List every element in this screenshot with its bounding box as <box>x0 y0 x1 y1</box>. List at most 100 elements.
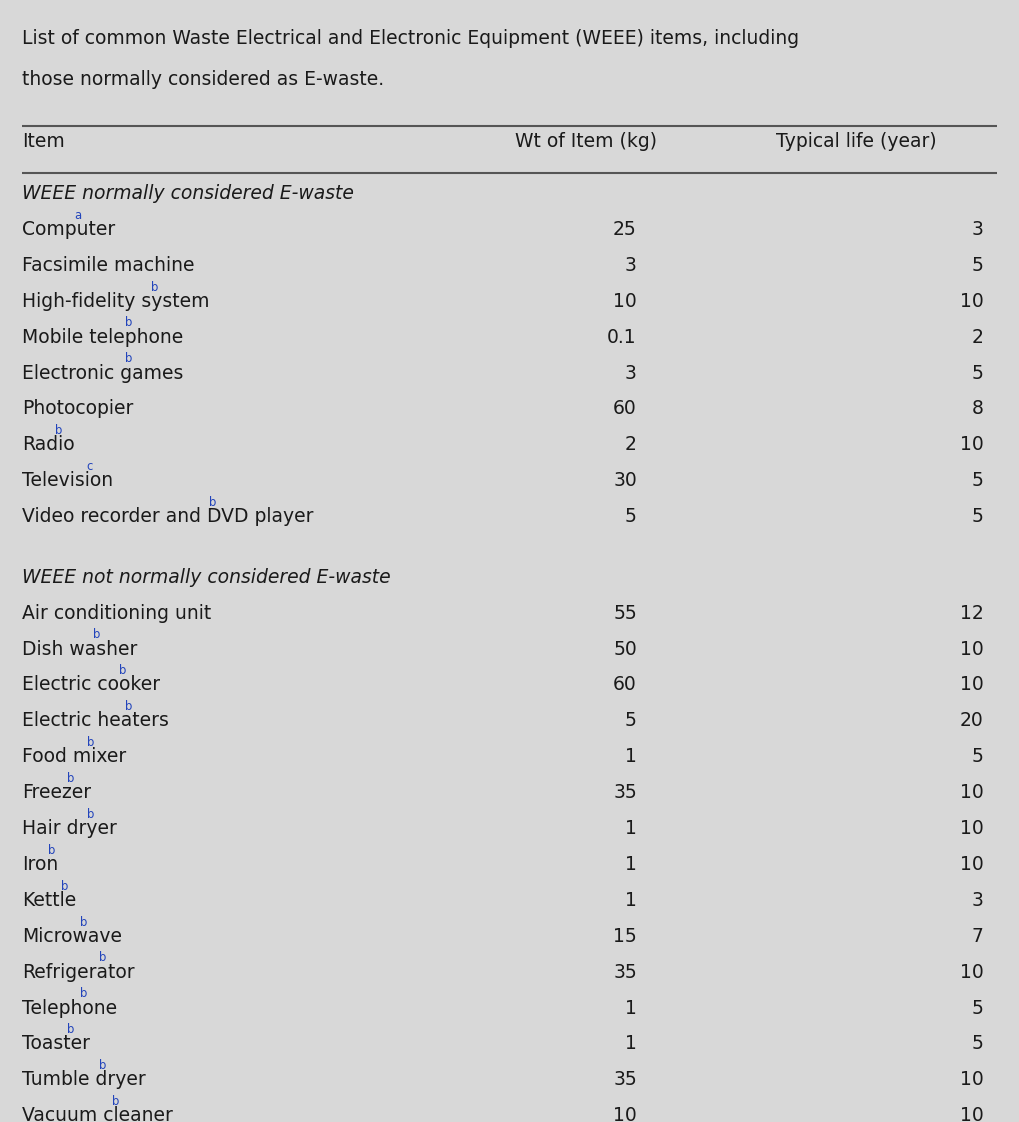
Text: Toaster: Toaster <box>22 1034 91 1054</box>
Text: 10: 10 <box>960 1070 983 1089</box>
Text: List of common Waste Electrical and Electronic Equipment (WEEE) items, including: List of common Waste Electrical and Elec… <box>22 29 800 48</box>
Text: 5: 5 <box>971 256 983 275</box>
Text: 1: 1 <box>625 819 637 838</box>
Text: b: b <box>55 424 62 438</box>
Text: 10: 10 <box>960 435 983 454</box>
Text: 7: 7 <box>971 927 983 946</box>
Text: 50: 50 <box>613 640 637 659</box>
Text: Radio: Radio <box>22 435 75 454</box>
Text: b: b <box>67 772 74 785</box>
Text: 3: 3 <box>625 364 637 383</box>
Text: b: b <box>93 628 101 642</box>
Text: Electronic games: Electronic games <box>22 364 183 383</box>
Text: Video recorder and DVD player: Video recorder and DVD player <box>22 507 314 526</box>
Text: 3: 3 <box>971 220 983 239</box>
Text: 0.1: 0.1 <box>607 328 637 347</box>
Text: 3: 3 <box>625 256 637 275</box>
Text: b: b <box>125 700 132 714</box>
Text: Electric heaters: Electric heaters <box>22 711 169 730</box>
Text: 10: 10 <box>960 640 983 659</box>
Text: 5: 5 <box>971 471 983 490</box>
Text: Telephone: Telephone <box>22 999 117 1018</box>
Text: 3: 3 <box>971 891 983 910</box>
Text: Freezer: Freezer <box>22 783 92 802</box>
Text: Facsimile machine: Facsimile machine <box>22 256 195 275</box>
Text: 60: 60 <box>613 675 637 695</box>
Text: 5: 5 <box>971 507 983 526</box>
Text: b: b <box>87 808 94 821</box>
Text: b: b <box>125 352 132 366</box>
Text: 10: 10 <box>960 855 983 874</box>
Text: 5: 5 <box>625 507 637 526</box>
Text: Computer: Computer <box>22 220 116 239</box>
Text: 2: 2 <box>625 435 637 454</box>
Text: 10: 10 <box>960 292 983 311</box>
Text: b: b <box>81 916 88 929</box>
Text: WEEE normally considered E-waste: WEEE normally considered E-waste <box>22 184 355 203</box>
Text: 10: 10 <box>960 675 983 695</box>
Text: Hair dryer: Hair dryer <box>22 819 117 838</box>
Text: 10: 10 <box>960 783 983 802</box>
Text: Vacuum cleaner: Vacuum cleaner <box>22 1106 173 1122</box>
Text: Kettle: Kettle <box>22 891 76 910</box>
Text: Photocopier: Photocopier <box>22 399 133 419</box>
Text: 10: 10 <box>960 819 983 838</box>
Text: 30: 30 <box>613 471 637 490</box>
Text: b: b <box>151 280 158 294</box>
Text: b: b <box>118 664 126 678</box>
Text: Television: Television <box>22 471 113 490</box>
Text: Iron: Iron <box>22 855 59 874</box>
Text: 12: 12 <box>960 604 983 623</box>
Text: 5: 5 <box>971 1034 983 1054</box>
Text: 55: 55 <box>613 604 637 623</box>
Text: b: b <box>100 951 107 965</box>
Text: Mobile telephone: Mobile telephone <box>22 328 183 347</box>
Text: 15: 15 <box>613 927 637 946</box>
Text: 1: 1 <box>625 891 637 910</box>
Text: 5: 5 <box>971 364 983 383</box>
Text: b: b <box>67 1023 74 1037</box>
Text: Air conditioning unit: Air conditioning unit <box>22 604 212 623</box>
Text: WEEE not normally considered E-waste: WEEE not normally considered E-waste <box>22 568 391 587</box>
Text: 10: 10 <box>960 1106 983 1122</box>
Text: 5: 5 <box>625 711 637 730</box>
Text: 10: 10 <box>613 1106 637 1122</box>
Text: 5: 5 <box>971 999 983 1018</box>
Text: Refrigerator: Refrigerator <box>22 963 136 982</box>
Text: 1: 1 <box>625 855 637 874</box>
Text: 35: 35 <box>613 963 637 982</box>
Text: c: c <box>87 460 93 473</box>
Text: b: b <box>209 496 216 509</box>
Text: b: b <box>48 844 55 857</box>
Text: 1: 1 <box>625 999 637 1018</box>
Text: 10: 10 <box>613 292 637 311</box>
Text: 1: 1 <box>625 747 637 766</box>
Text: b: b <box>61 880 68 893</box>
Text: Microwave: Microwave <box>22 927 122 946</box>
Text: those normally considered as E-waste.: those normally considered as E-waste. <box>22 70 384 89</box>
Text: Item: Item <box>22 132 65 151</box>
Text: b: b <box>87 736 94 749</box>
Text: b: b <box>125 316 132 330</box>
Text: 10: 10 <box>960 963 983 982</box>
Text: Food mixer: Food mixer <box>22 747 126 766</box>
Text: 1: 1 <box>625 1034 637 1054</box>
Text: 35: 35 <box>613 783 637 802</box>
Text: Electric cooker: Electric cooker <box>22 675 161 695</box>
Text: Dish washer: Dish washer <box>22 640 138 659</box>
Text: Tumble dryer: Tumble dryer <box>22 1070 146 1089</box>
Text: 60: 60 <box>613 399 637 419</box>
Text: 8: 8 <box>971 399 983 419</box>
Text: Wt of Item (kg): Wt of Item (kg) <box>515 132 656 151</box>
Text: 2: 2 <box>971 328 983 347</box>
Text: High-fidelity system: High-fidelity system <box>22 292 210 311</box>
Text: 35: 35 <box>613 1070 637 1089</box>
Text: b: b <box>100 1059 107 1073</box>
Text: 5: 5 <box>971 747 983 766</box>
Text: 25: 25 <box>613 220 637 239</box>
Text: b: b <box>81 987 88 1001</box>
Text: a: a <box>73 209 81 222</box>
Text: Typical life (year): Typical life (year) <box>776 132 937 151</box>
Text: b: b <box>112 1095 119 1109</box>
Text: 20: 20 <box>960 711 983 730</box>
